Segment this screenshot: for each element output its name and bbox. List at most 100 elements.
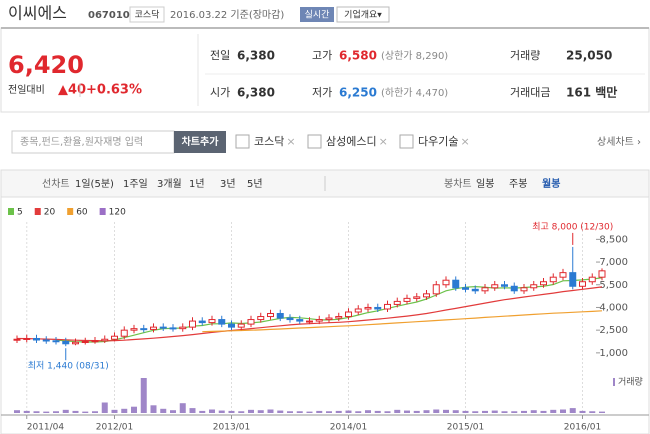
tab[interactable]: 1주일 xyxy=(123,178,148,190)
volume-legend: 거래량 xyxy=(618,376,643,388)
volume-bar xyxy=(150,405,157,413)
checkbox[interactable] xyxy=(399,134,414,149)
candle-body xyxy=(335,316,343,319)
candle-body xyxy=(364,306,372,310)
candle-body xyxy=(218,319,226,325)
volume-bar xyxy=(160,408,167,413)
candle-body xyxy=(140,328,148,331)
volume-bar xyxy=(33,411,40,413)
company-info-button[interactable] xyxy=(336,6,390,23)
realtime-button[interactable] xyxy=(300,7,334,22)
stat-value: 6,580 xyxy=(339,49,377,63)
volume-bar xyxy=(121,408,128,413)
stock-code: 067010 xyxy=(88,10,130,21)
company-info[interactable]: 기업개요▾ xyxy=(344,10,382,21)
candle-body xyxy=(62,341,70,345)
tab[interactable]: 5년 xyxy=(247,178,263,190)
volume-bar xyxy=(131,406,137,413)
candle-body xyxy=(442,279,450,286)
x-tick-label: 2013/01 xyxy=(213,423,250,433)
candle-body xyxy=(208,319,216,324)
volume-bar xyxy=(501,411,508,413)
x-tick-label: 2012/01 xyxy=(96,423,133,433)
market: 코스닥 xyxy=(135,10,160,21)
candle-body xyxy=(228,323,235,328)
candle-body xyxy=(315,319,323,322)
candle-body xyxy=(52,340,60,343)
compare-label[interactable]: 코스닥 xyxy=(254,135,284,148)
candle-body xyxy=(540,281,547,286)
volume-bar xyxy=(209,409,215,413)
volume-bar xyxy=(316,410,323,413)
volume-bar xyxy=(491,410,498,413)
volume-bar xyxy=(228,410,235,413)
volume-bar xyxy=(287,411,293,413)
volume-bar xyxy=(257,410,264,413)
tab[interactable]: 1년 xyxy=(189,178,205,190)
legend-label: 5 xyxy=(17,208,23,218)
x-tick-label: 2015/01 xyxy=(447,423,484,433)
tab[interactable]: 3년 xyxy=(220,178,236,190)
volume-bar xyxy=(452,410,459,413)
legend-swatch xyxy=(99,208,106,215)
tab[interactable]: 3개월 xyxy=(157,178,182,190)
candle-body xyxy=(237,323,245,328)
compare-label[interactable]: 다우기술 xyxy=(418,135,458,148)
detail-link[interactable]: 상세차트 › xyxy=(597,136,641,148)
candle-body xyxy=(393,300,401,305)
checkbox[interactable] xyxy=(235,134,250,149)
realtime[interactable]: 실시간 xyxy=(305,10,330,21)
volume-bar xyxy=(374,410,381,413)
volume-bar xyxy=(384,411,391,413)
candle-body xyxy=(198,320,206,324)
volume-bar xyxy=(82,411,89,413)
legend-label: 20 xyxy=(44,208,56,218)
volume-bar xyxy=(433,409,440,413)
volume-bar xyxy=(179,403,186,413)
volume-bar xyxy=(306,411,313,413)
stat-value: 6,380 xyxy=(237,86,275,100)
volume-bar xyxy=(62,409,69,413)
candle-body xyxy=(257,316,265,321)
candle-body xyxy=(13,338,21,341)
candle-body xyxy=(374,306,382,310)
x-tick-label: 2014/01 xyxy=(330,423,367,433)
volume-bar xyxy=(540,410,547,413)
compare-label[interactable]: 삼성에스디 xyxy=(326,135,377,148)
add-button[interactable] xyxy=(174,131,226,153)
candle-body xyxy=(150,326,157,330)
tab[interactable]: 월봉 xyxy=(542,178,560,190)
tab[interactable]: 주봉 xyxy=(509,178,527,190)
checkbox[interactable] xyxy=(307,134,322,149)
stat-value: 25,050 xyxy=(566,49,612,63)
volume-bar xyxy=(189,408,196,413)
volume-bar xyxy=(23,410,30,413)
add-button-label[interactable]: 차트추가 xyxy=(182,135,220,148)
candle-body xyxy=(481,287,489,292)
volume-bar xyxy=(550,409,557,413)
candle-body xyxy=(169,327,177,330)
volume-bar xyxy=(482,410,488,413)
volume-bar xyxy=(394,409,401,413)
stat-value: 161 백만 xyxy=(566,85,617,100)
volume-bar xyxy=(101,402,108,413)
candle-body xyxy=(520,287,528,292)
search-placeholder[interactable]: 종목,펀드,환율,원자재명 입력 xyxy=(20,135,143,148)
volume-bar xyxy=(53,411,59,413)
tab[interactable]: 일봉 xyxy=(476,178,494,190)
candle-body xyxy=(579,281,586,287)
tab: 선차트 xyxy=(42,178,70,190)
stat-label: 저가 xyxy=(312,86,332,99)
volume-bar xyxy=(345,410,352,413)
volume-bar xyxy=(404,410,410,413)
candle-body xyxy=(530,284,538,289)
legend-swatch xyxy=(34,208,41,215)
annotation: 최저 1,440 (08/31) xyxy=(28,361,109,372)
y-tick-label: 7,000 xyxy=(599,257,628,268)
tab[interactable]: 1일(5분) xyxy=(75,178,114,190)
candle-body xyxy=(354,308,362,313)
stat-value: 6,380 xyxy=(237,49,275,63)
annotation: 최고 8,000 (12/30) xyxy=(532,221,613,232)
candle-body xyxy=(588,276,596,283)
candle-body xyxy=(501,284,508,287)
